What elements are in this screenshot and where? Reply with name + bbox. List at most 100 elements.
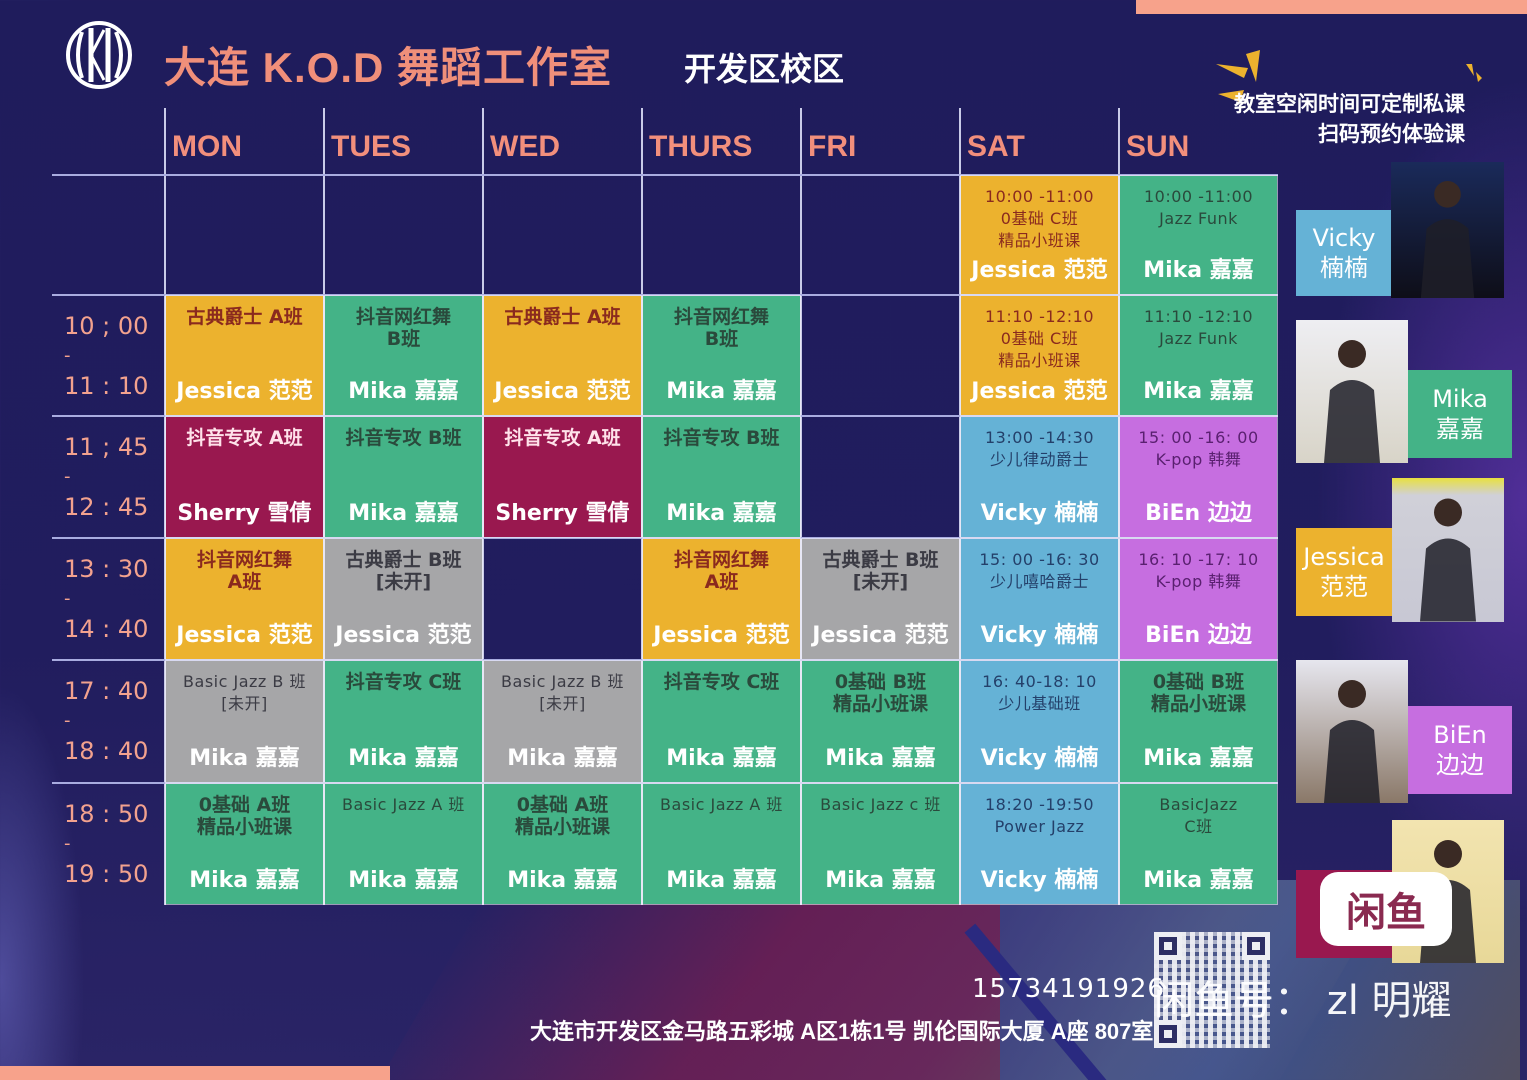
time-end: 11 : 10: [64, 372, 149, 400]
class-cell[interactable]: 抖音专攻 A班 Sherry 雪倩: [483, 416, 642, 538]
teacher-name: Mika 嘉嘉: [507, 746, 618, 771]
class-cell[interactable]: 11:10 -12:10 0基础 C班 精品小班课 Jessica 范范: [960, 295, 1119, 416]
qr-finder: [1242, 932, 1270, 960]
class-cell[interactable]: 抖音专攻 B班 Mika 嘉嘉: [642, 416, 801, 538]
class-cell[interactable]: 15: 00 -16: 30 少儿嘻哈爵士 Vicky 楠楠: [960, 538, 1119, 660]
teacher-name: Mika 嘉嘉: [1143, 258, 1254, 283]
class-name: 11:10 -12:10 Jazz Funk: [1143, 307, 1254, 348]
teacher-chinese-name: 边边: [1436, 751, 1484, 779]
class-cell[interactable]: Basic Jazz c 班 Mika 嘉嘉: [801, 783, 960, 905]
campus-name: 开发区校区: [684, 51, 845, 87]
class-name: Basic Jazz A 班: [660, 795, 783, 814]
class-name: Basic Jazz c 班: [820, 795, 941, 814]
class-cell[interactable]: Basic Jazz B 班 [未开] Mika 嘉嘉: [483, 660, 642, 783]
class-name: 0基础 B班 精品小班课: [1150, 671, 1246, 715]
grid-divider: [52, 659, 1278, 661]
class-name: 抖音专攻 A班: [186, 427, 303, 449]
class-cell[interactable]: BasicJazz C班 Mika 嘉嘉: [1119, 783, 1278, 905]
class-cell[interactable]: 古典爵士 B班 [未开] Jessica 范范: [801, 538, 960, 660]
teacher-photo: [1392, 478, 1504, 622]
teacher-label: BiEn 边边: [1408, 706, 1512, 794]
teacher-english-name: Jessica: [1303, 543, 1385, 571]
class-cell[interactable]: 0基础 B班 精品小班课 Mika 嘉嘉: [1119, 660, 1278, 783]
teacher-name: Jessica 范范: [494, 379, 631, 404]
day-header-fri: FRI: [808, 130, 857, 163]
time-slot-label: 13 : 30 - 14 : 40: [64, 554, 156, 644]
class-cell[interactable]: Basic Jazz B 班 [未开] Mika 嘉嘉: [165, 660, 324, 783]
class-cell[interactable]: 抖音专攻 B班 Mika 嘉嘉: [324, 416, 483, 538]
teacher-name: Mika 嘉嘉: [666, 501, 777, 526]
teacher-chinese-name: 范范: [1320, 573, 1368, 601]
time-end: 19 : 50: [64, 860, 149, 888]
class-cell[interactable]: 10:00 -11:00 0基础 C班 精品小班课 Jessica 范范: [960, 175, 1119, 295]
grid-divider: [52, 782, 1278, 784]
page-title: 大连 K.O.D 舞蹈工作室: [164, 44, 613, 91]
teacher-english-name: Mika: [1432, 385, 1488, 413]
grid-divider: [52, 537, 1278, 539]
class-name: 抖音专攻 A班: [504, 427, 621, 449]
class-name: 抖音网红舞 B班: [673, 306, 769, 350]
time-start: 10 ; 00: [64, 312, 149, 340]
teacher-english-name: BiEn: [1433, 721, 1487, 749]
class-cell[interactable]: 0基础 A班 精品小班课 Mika 嘉嘉: [165, 783, 324, 905]
class-cell[interactable]: 抖音网红舞 A班 Jessica 范范: [165, 538, 324, 660]
class-name: BasicJazz C班: [1159, 795, 1238, 836]
qr-finder: [1154, 932, 1182, 960]
class-cell[interactable]: 16: 10 -17: 10 K-pop 韩舞 BiEn 边边: [1119, 538, 1278, 660]
time-start: 13 : 30: [64, 555, 149, 583]
class-cell[interactable]: 抖音专攻 C班 Mika 嘉嘉: [642, 660, 801, 783]
class-cell[interactable]: 0基础 A班 精品小班课 Mika 嘉嘉: [483, 783, 642, 905]
class-name: 15: 00 -16: 30 少儿嘻哈爵士: [979, 550, 1100, 591]
class-cell[interactable]: 抖音网红舞 B班 Mika 嘉嘉: [642, 295, 801, 416]
decorative-bar-top: [1136, 0, 1527, 14]
teacher-name: Vicky 楠楠: [980, 746, 1099, 771]
class-cell[interactable]: 11:10 -12:10 Jazz Funk Mika 嘉嘉: [1119, 295, 1278, 416]
class-cell[interactable]: 古典爵士 A班 Jessica 范范: [165, 295, 324, 416]
grid-divider: [1118, 108, 1120, 905]
person-silhouette-icon: [1420, 181, 1475, 298]
class-cell[interactable]: 13:00 -14:30 少儿律动爵士 Vicky 楠楠: [960, 416, 1119, 538]
teacher-name: Mika 嘉嘉: [507, 868, 618, 893]
teacher-name: Sherry 雪倩: [495, 501, 630, 526]
class-cell[interactable]: Basic Jazz A 班 Mika 嘉嘉: [324, 783, 483, 905]
time-slot-label: 10 ; 00 - 11 : 10: [64, 311, 156, 401]
class-cell[interactable]: 古典爵士 B班 [未开] Jessica 范范: [324, 538, 483, 660]
class-name: 抖音网红舞 A班: [673, 549, 769, 593]
teacher-name: Jessica 范范: [812, 623, 949, 648]
class-cell[interactable]: 16: 40-18: 10 少儿基础班 Vicky 楠楠: [960, 660, 1119, 783]
class-cell[interactable]: 15: 00 -16: 00 K-pop 韩舞 BiEn 边边: [1119, 416, 1278, 538]
class-cell[interactable]: Basic Jazz A 班 Mika 嘉嘉: [642, 783, 801, 905]
class-cell[interactable]: 古典爵士 A班 Jessica 范范: [483, 295, 642, 416]
teacher-name: Mika 嘉嘉: [189, 746, 300, 771]
class-cell[interactable]: 抖音网红舞 B班 Mika 嘉嘉: [324, 295, 483, 416]
class-name: 抖音网红舞 A班: [196, 549, 292, 593]
teacher-name: Mika 嘉嘉: [666, 379, 777, 404]
day-header-wed: WED: [490, 130, 560, 163]
qr-code[interactable]: [1154, 932, 1270, 1048]
class-cell[interactable]: 0基础 B班 精品小班课 Mika 嘉嘉: [801, 660, 960, 783]
class-name: 10:00 -11:00 0基础 C班 精品小班课: [984, 187, 1095, 250]
watermark-text: 闲鱼号： zl 明耀: [1154, 978, 1452, 1024]
time-end: 12 : 45: [64, 493, 149, 521]
time-separator: -: [64, 833, 71, 854]
time-slot-label: 11 ; 45 - 12 : 45: [64, 432, 156, 522]
grid-divider: [959, 108, 961, 905]
teacher-name: Mika 嘉嘉: [1143, 746, 1254, 771]
time-separator: -: [64, 710, 71, 731]
teacher-name: Vicky 楠楠: [980, 868, 1099, 893]
teacher-name: Mika 嘉嘉: [189, 868, 300, 893]
class-cell[interactable]: 18:20 -19:50 Power Jazz Vicky 楠楠: [960, 783, 1119, 905]
class-cell[interactable]: 抖音专攻 C班 Mika 嘉嘉: [324, 660, 483, 783]
class-cell[interactable]: 10:00 -11:00 Jazz Funk Mika 嘉嘉: [1119, 175, 1278, 295]
teacher-name: Mika 嘉嘉: [1143, 868, 1254, 893]
class-cell[interactable]: 抖音网红舞 A班 Jessica 范范: [642, 538, 801, 660]
class-name: Basic Jazz B 班 [未开]: [501, 672, 624, 713]
class-name: 抖音专攻 C班: [663, 671, 780, 693]
time-start: 11 ; 45: [64, 433, 149, 461]
time-separator: -: [64, 588, 71, 609]
teacher-name: Jessica 范范: [176, 379, 313, 404]
class-cell[interactable]: 抖音专攻 A班 Sherry 雪倩: [165, 416, 324, 538]
burst-icon: [1466, 64, 1482, 82]
class-name: 0基础 A班 精品小班课: [514, 794, 610, 838]
class-name: 0基础 B班 精品小班课: [832, 671, 928, 715]
